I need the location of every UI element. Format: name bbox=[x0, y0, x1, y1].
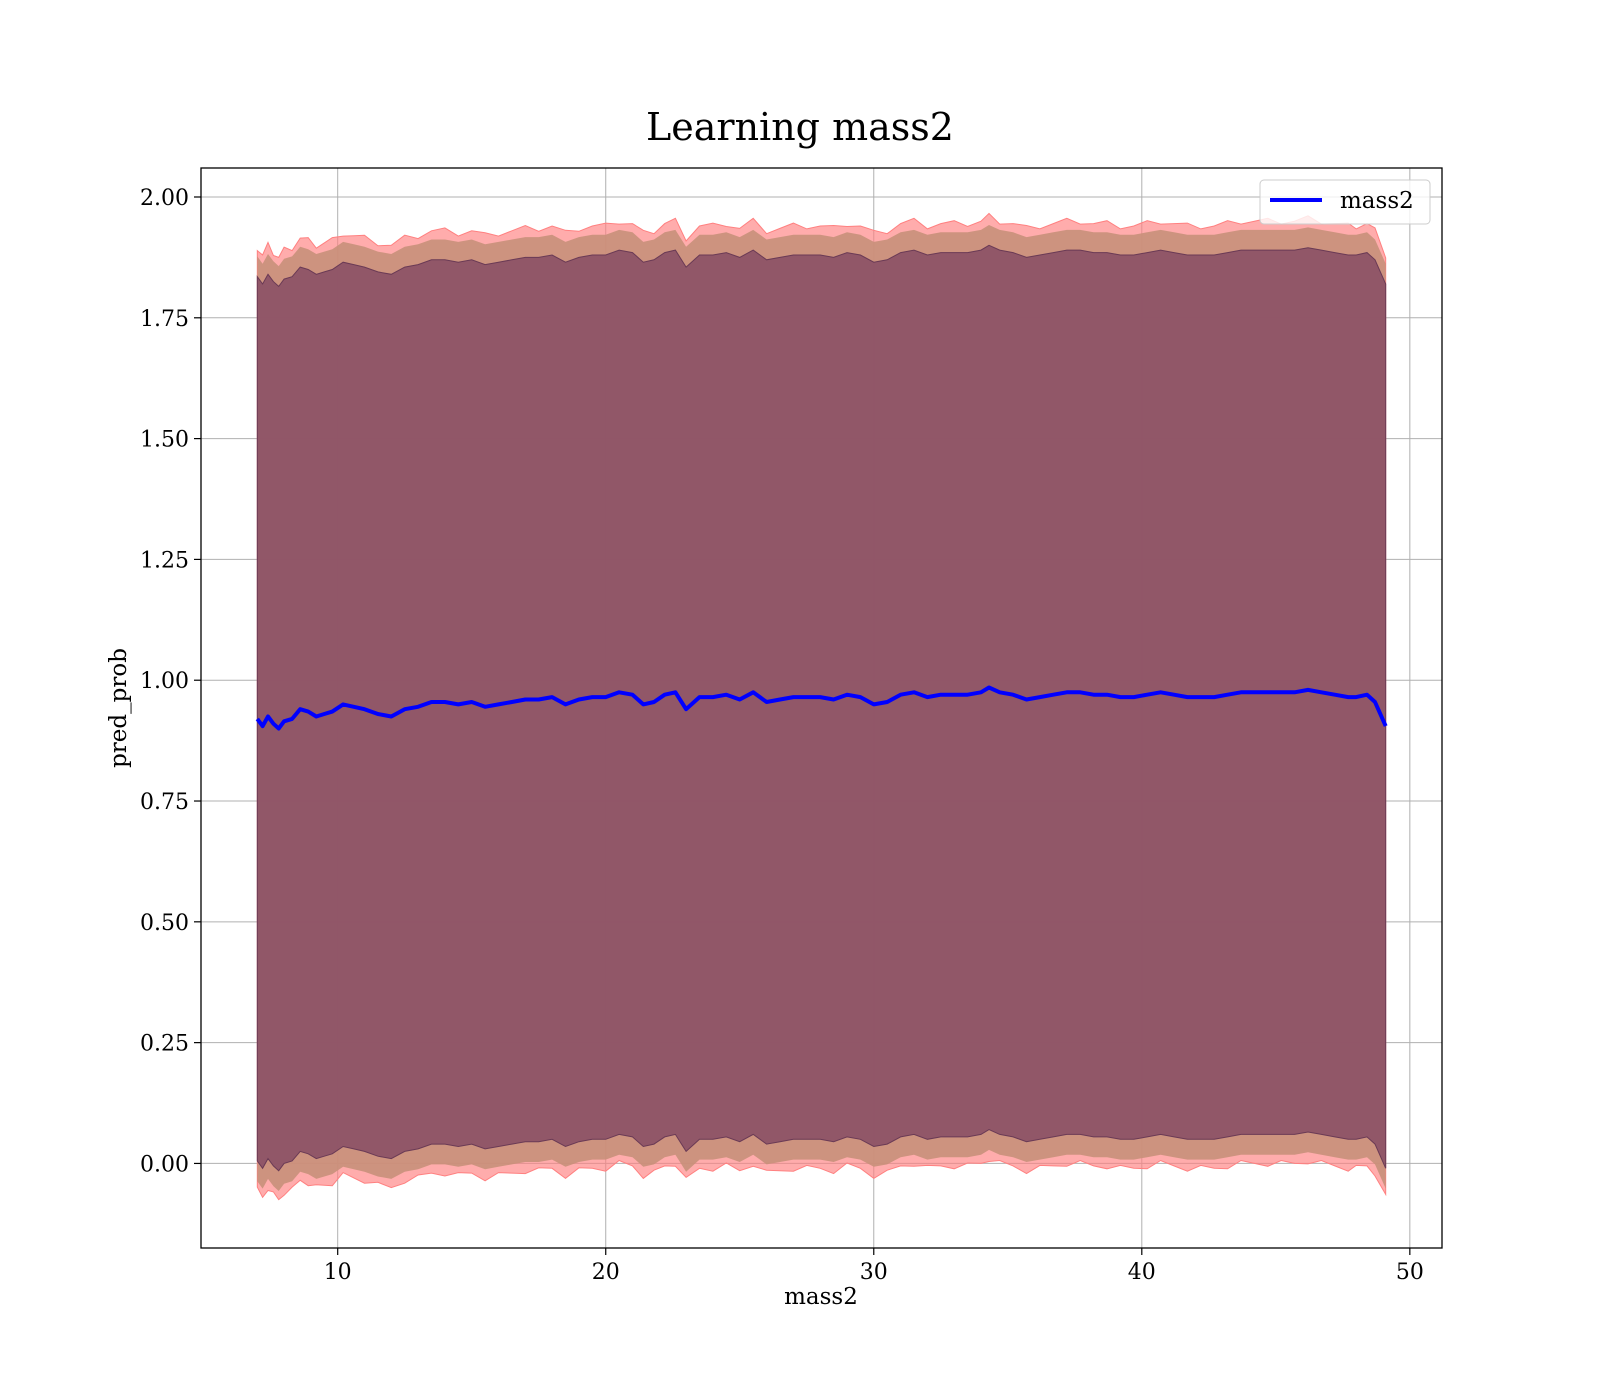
y-tick-label-8: 2.00 bbox=[140, 186, 189, 211]
y-tick-label-0: 0.00 bbox=[140, 1152, 189, 1177]
x-tick-label-3: 40 bbox=[1128, 1260, 1156, 1285]
band-inner bbox=[256, 244, 1387, 1172]
y-tick-label-5: 1.25 bbox=[140, 548, 189, 573]
legend-box bbox=[1259, 179, 1431, 225]
x-tick-label-2: 30 bbox=[860, 1260, 888, 1285]
x-tick-label-4: 50 bbox=[1396, 1260, 1424, 1285]
x-tick-label-1: 20 bbox=[592, 1260, 620, 1285]
x-tick-label-0: 10 bbox=[324, 1260, 352, 1285]
x-axis-label: mass2 bbox=[784, 1284, 858, 1310]
y-tick-label-4: 1.00 bbox=[140, 669, 189, 694]
y-tick-label-6: 1.50 bbox=[140, 428, 189, 453]
plot-frame bbox=[200, 167, 1443, 1249]
y-tick-label-1: 0.25 bbox=[140, 1032, 189, 1057]
y-axis-ticks: 0.00 0.25 0.50 0.75 1.00 1.25 1.50 1.75 2.00 bbox=[140, 186, 201, 1177]
y-axis-label: pred_prob bbox=[106, 648, 132, 768]
legend-label-mass2: mass2 bbox=[1340, 188, 1414, 214]
x-axis-ticks: 10 20 30 40 50 bbox=[324, 1248, 1424, 1285]
y-tick-label-2: 0.50 bbox=[140, 911, 189, 936]
legend: mass2 bbox=[1259, 179, 1431, 225]
y-tick-label-7: 1.75 bbox=[140, 307, 189, 332]
chart-title: Learning mass2 bbox=[646, 105, 954, 149]
confidence-bands bbox=[256, 212, 1387, 1201]
y-tick-label-3: 0.75 bbox=[140, 790, 189, 815]
series-line-mass2 bbox=[255, 685, 1388, 731]
series-lines bbox=[255, 685, 1388, 731]
